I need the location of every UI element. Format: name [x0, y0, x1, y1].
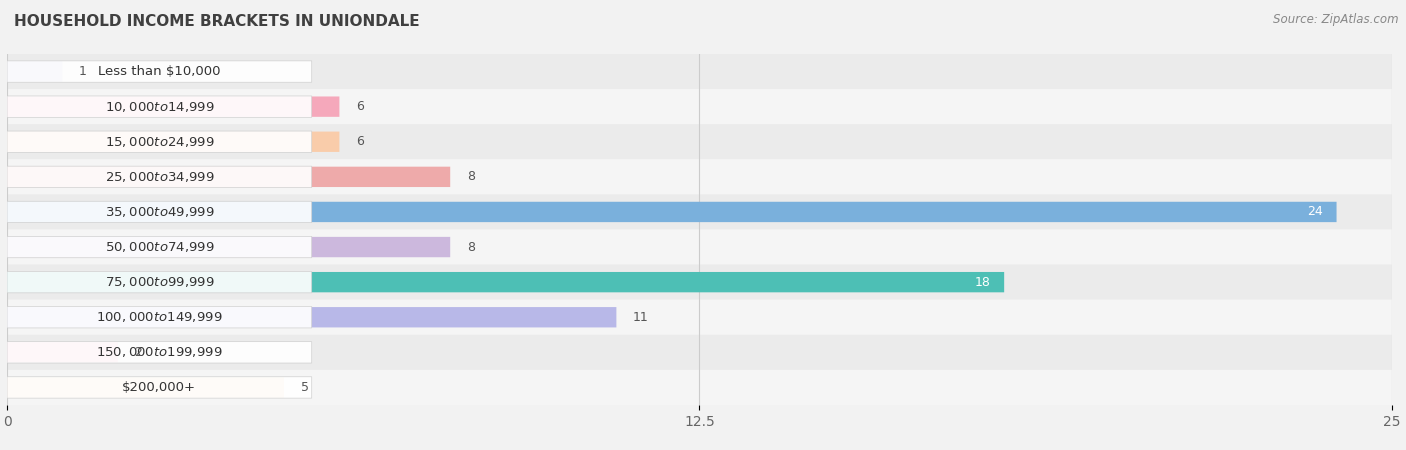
Text: 2: 2	[135, 346, 142, 359]
FancyBboxPatch shape	[7, 265, 1392, 300]
Text: 18: 18	[974, 276, 990, 288]
FancyBboxPatch shape	[7, 271, 312, 293]
FancyBboxPatch shape	[7, 96, 339, 117]
FancyBboxPatch shape	[7, 202, 1337, 222]
FancyBboxPatch shape	[7, 194, 1392, 230]
FancyBboxPatch shape	[7, 159, 1392, 194]
FancyBboxPatch shape	[7, 307, 616, 328]
Text: 11: 11	[633, 311, 648, 324]
Text: $200,000+: $200,000+	[122, 381, 197, 394]
FancyBboxPatch shape	[7, 236, 312, 258]
FancyBboxPatch shape	[7, 300, 1392, 335]
Text: $75,000 to $99,999: $75,000 to $99,999	[104, 275, 214, 289]
Text: 6: 6	[356, 100, 364, 113]
FancyBboxPatch shape	[7, 96, 312, 117]
FancyBboxPatch shape	[7, 342, 118, 363]
Text: 8: 8	[467, 171, 475, 183]
Text: HOUSEHOLD INCOME BRACKETS IN UNIONDALE: HOUSEHOLD INCOME BRACKETS IN UNIONDALE	[14, 14, 419, 28]
Text: $35,000 to $49,999: $35,000 to $49,999	[104, 205, 214, 219]
Text: 5: 5	[301, 381, 309, 394]
Text: $150,000 to $199,999: $150,000 to $199,999	[96, 345, 222, 360]
FancyBboxPatch shape	[7, 370, 1392, 405]
FancyBboxPatch shape	[7, 61, 312, 82]
FancyBboxPatch shape	[7, 166, 450, 187]
FancyBboxPatch shape	[7, 335, 1392, 370]
FancyBboxPatch shape	[7, 342, 312, 363]
FancyBboxPatch shape	[7, 166, 312, 188]
Text: $25,000 to $34,999: $25,000 to $34,999	[104, 170, 214, 184]
FancyBboxPatch shape	[7, 230, 1392, 265]
FancyBboxPatch shape	[7, 377, 312, 398]
Text: Less than $10,000: Less than $10,000	[98, 65, 221, 78]
FancyBboxPatch shape	[7, 272, 1004, 292]
FancyBboxPatch shape	[7, 124, 1392, 159]
Text: $10,000 to $14,999: $10,000 to $14,999	[104, 99, 214, 114]
FancyBboxPatch shape	[7, 54, 1392, 89]
Text: Source: ZipAtlas.com: Source: ZipAtlas.com	[1274, 14, 1399, 27]
Text: $15,000 to $24,999: $15,000 to $24,999	[104, 135, 214, 149]
Text: 6: 6	[356, 135, 364, 148]
FancyBboxPatch shape	[7, 61, 62, 82]
FancyBboxPatch shape	[7, 201, 312, 223]
Text: 8: 8	[467, 241, 475, 253]
Text: $100,000 to $149,999: $100,000 to $149,999	[96, 310, 222, 324]
FancyBboxPatch shape	[7, 377, 284, 398]
FancyBboxPatch shape	[7, 131, 312, 153]
Text: 24: 24	[1308, 206, 1323, 218]
FancyBboxPatch shape	[7, 131, 339, 152]
FancyBboxPatch shape	[7, 306, 312, 328]
FancyBboxPatch shape	[7, 237, 450, 257]
Text: $50,000 to $74,999: $50,000 to $74,999	[104, 240, 214, 254]
FancyBboxPatch shape	[7, 89, 1392, 124]
Text: 1: 1	[79, 65, 87, 78]
